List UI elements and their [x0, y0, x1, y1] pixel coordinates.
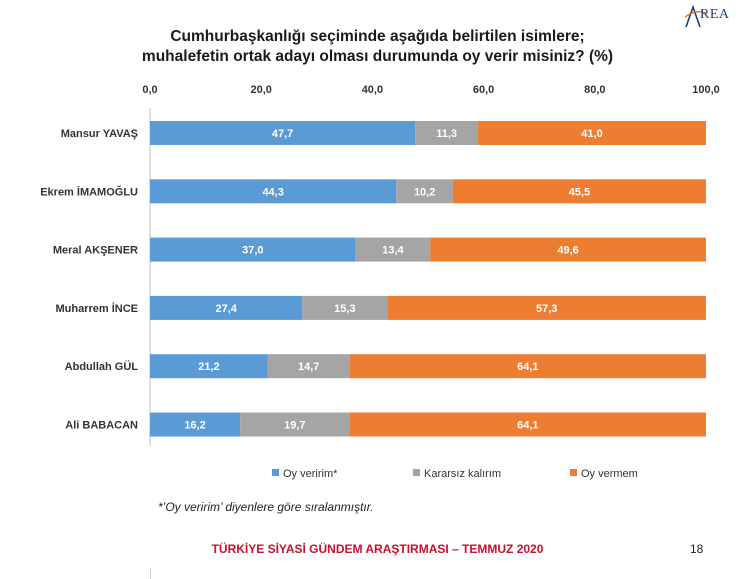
- divider: [150, 568, 151, 579]
- legend-label: Oy vermem: [581, 468, 638, 480]
- x-tick-label: 60,0: [473, 84, 494, 96]
- bar-segment: [150, 354, 268, 379]
- logo-text: REA: [700, 7, 730, 22]
- x-tick-label: 40,0: [362, 84, 383, 96]
- bar-segment: [302, 295, 388, 320]
- data-label: 57,3: [536, 303, 557, 315]
- data-label: 19,7: [284, 420, 305, 432]
- legend-swatch: [413, 469, 420, 476]
- footer-title: TÜRKİYE SİYASİ GÜNDEM ARAŞTIRMASI – TEMM…: [211, 542, 544, 556]
- data-label: 13,4: [382, 245, 404, 257]
- category-label: Muharrem İNCE: [55, 302, 138, 315]
- data-label: 16,2: [184, 420, 205, 432]
- area-logo-icon: [684, 4, 707, 28]
- chart-title-line1: Cumhurbaşkanlığı seçiminde aşağıda belir…: [170, 28, 585, 45]
- page-number: 18: [690, 542, 704, 556]
- bar-segment: [150, 179, 397, 204]
- bar-segment: [349, 354, 706, 379]
- x-tick-label: 100,0: [692, 84, 720, 96]
- bar-segment: [150, 295, 303, 320]
- data-label: 37,0: [242, 245, 263, 257]
- data-label: 14,7: [298, 361, 319, 373]
- data-label: 47,7: [272, 128, 293, 140]
- bar-segment: [349, 412, 706, 437]
- bar-segment: [240, 412, 350, 437]
- data-label: 11,3: [436, 128, 457, 140]
- category-label: Meral AKŞENER: [53, 245, 138, 257]
- stacked-bar-chart: 0,0 20,0 40,0 60,0 80,0 100,0 Mansur YAVAŞ 47,7…: [40, 84, 720, 480]
- x-tick-label: 20,0: [250, 84, 271, 96]
- bar-segment: [150, 121, 416, 145]
- bar-segment: [355, 237, 431, 262]
- chart-title-line2: muhalefetin ortak adayı olması durumunda…: [141, 48, 614, 65]
- data-label: 10,2: [414, 186, 435, 198]
- x-tick-label: 0,0: [142, 84, 157, 96]
- bar-segment: [387, 295, 706, 320]
- legend-label: Kararsız kalırım: [424, 468, 501, 480]
- data-label: 49,6: [557, 245, 578, 257]
- data-label: 21,2: [198, 361, 219, 373]
- bar-segment: [150, 237, 356, 262]
- chart-title: Cumhurbaşkanlığı seçiminde aşağıda belir…: [0, 27, 755, 67]
- bar-segment: [415, 121, 479, 145]
- legend-swatch: [570, 469, 577, 476]
- data-label: 41,0: [581, 128, 602, 140]
- category-label: Ali BABACAN: [65, 420, 138, 432]
- bar-segment: [150, 412, 241, 437]
- category-label: Abdullah GÜL: [65, 360, 139, 373]
- data-label: 15,3: [334, 303, 355, 315]
- bar-segment: [453, 179, 706, 204]
- legend-swatch: [272, 469, 279, 476]
- bar-segment: [396, 179, 454, 204]
- bar-segment: [478, 121, 706, 145]
- data-label: 27,4: [215, 303, 237, 315]
- data-label: 45,5: [569, 186, 590, 198]
- data-label: 64,1: [517, 420, 538, 432]
- category-label: Mansur YAVAŞ: [61, 128, 138, 140]
- x-tick-label: 80,0: [584, 84, 605, 96]
- data-label: 64,1: [517, 361, 538, 373]
- footnote: *’Oy veririm’ diyenlere göre sıralanmışt…: [158, 500, 374, 514]
- legend-label: Oy veririm*: [283, 468, 338, 480]
- data-label: 44,3: [262, 186, 283, 198]
- bar-segment: [430, 237, 706, 262]
- bar-segment: [267, 354, 350, 379]
- category-label: Ekrem İMAMOĞLU: [40, 185, 138, 198]
